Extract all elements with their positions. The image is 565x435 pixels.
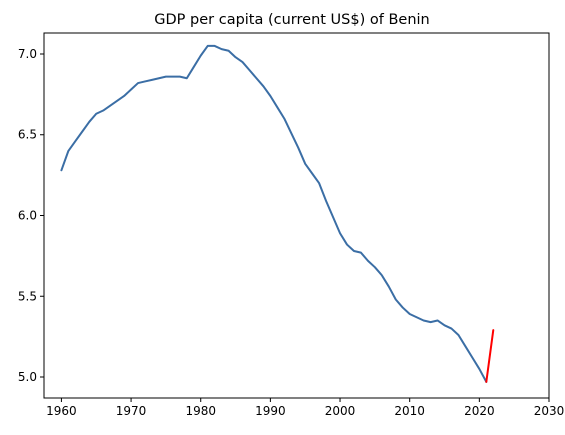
x-tick-label: 1960 — [46, 404, 77, 418]
x-tick-label: 1970 — [116, 404, 147, 418]
series-layer — [60, 44, 495, 383]
y-tick-label: 5.0 — [18, 370, 37, 384]
x-tick-label: 2010 — [394, 404, 425, 418]
x-tick-label: 2000 — [325, 404, 356, 418]
axes-layer: 1960 1970 1980 1990 2000 2010 2020 2030 5.0 5.5 6.… — [18, 32, 565, 418]
y-tick-label: 6.5 — [18, 128, 37, 142]
chart-title: GDP per capita (current US$) of Benin — [154, 12, 429, 28]
x-tick-label: 2030 — [534, 404, 565, 418]
series-line-0 — [60, 44, 488, 383]
plot-frame — [43, 32, 550, 399]
y-tick-label: 6.0 — [18, 209, 37, 223]
series-line-1 — [485, 329, 495, 383]
y-tick-label: 5.5 — [18, 289, 37, 303]
x-tick-label: 1990 — [255, 404, 286, 418]
x-tick-label: 1980 — [185, 404, 216, 418]
x-tick-label: 2020 — [464, 404, 495, 418]
y-tick-label: 7.0 — [18, 47, 37, 61]
